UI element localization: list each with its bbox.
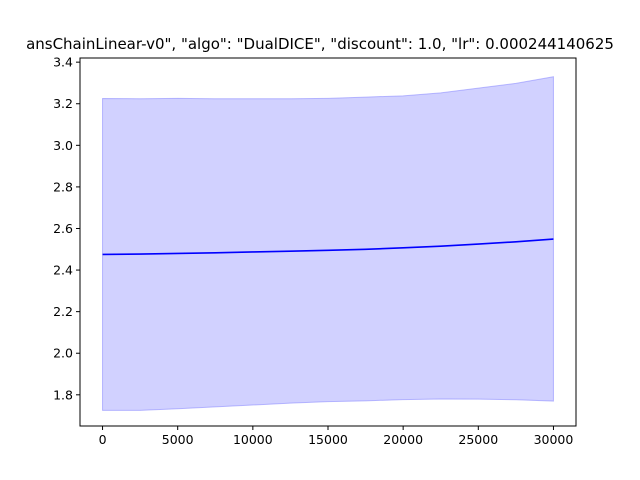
x-tick-label: 10000 <box>233 432 273 447</box>
y-tick-label: 2.6 <box>53 221 73 236</box>
y-tick-label: 3.2 <box>53 96 73 111</box>
x-tick-label: 15000 <box>308 432 348 447</box>
y-tick-label: 1.8 <box>53 387 73 402</box>
confidence-band <box>102 76 554 411</box>
plot-area <box>102 76 554 411</box>
y-tick-label: 3.4 <box>53 55 73 70</box>
y-tick-label: 2.2 <box>53 304 73 319</box>
axes: 0 5000 10000 15000 20000 25000 30000 1.8 2.0 2.2 2… <box>53 55 577 447</box>
x-tick-label: 5000 <box>162 432 194 447</box>
chart-title: ansChainLinear-v0", "algo": "DualDICE", … <box>26 35 614 53</box>
x-tick-label: 30000 <box>534 432 574 447</box>
y-tick-label: 2.0 <box>53 346 73 361</box>
y-tick-label: 2.4 <box>53 263 73 278</box>
x-tick-label: 0 <box>99 432 107 447</box>
y-tick-label: 3.0 <box>53 138 73 153</box>
mean-line <box>102 238 554 256</box>
x-tick-label: 20000 <box>383 432 423 447</box>
y-tick-label: 2.8 <box>53 179 73 194</box>
x-tick-label: 25000 <box>458 432 498 447</box>
